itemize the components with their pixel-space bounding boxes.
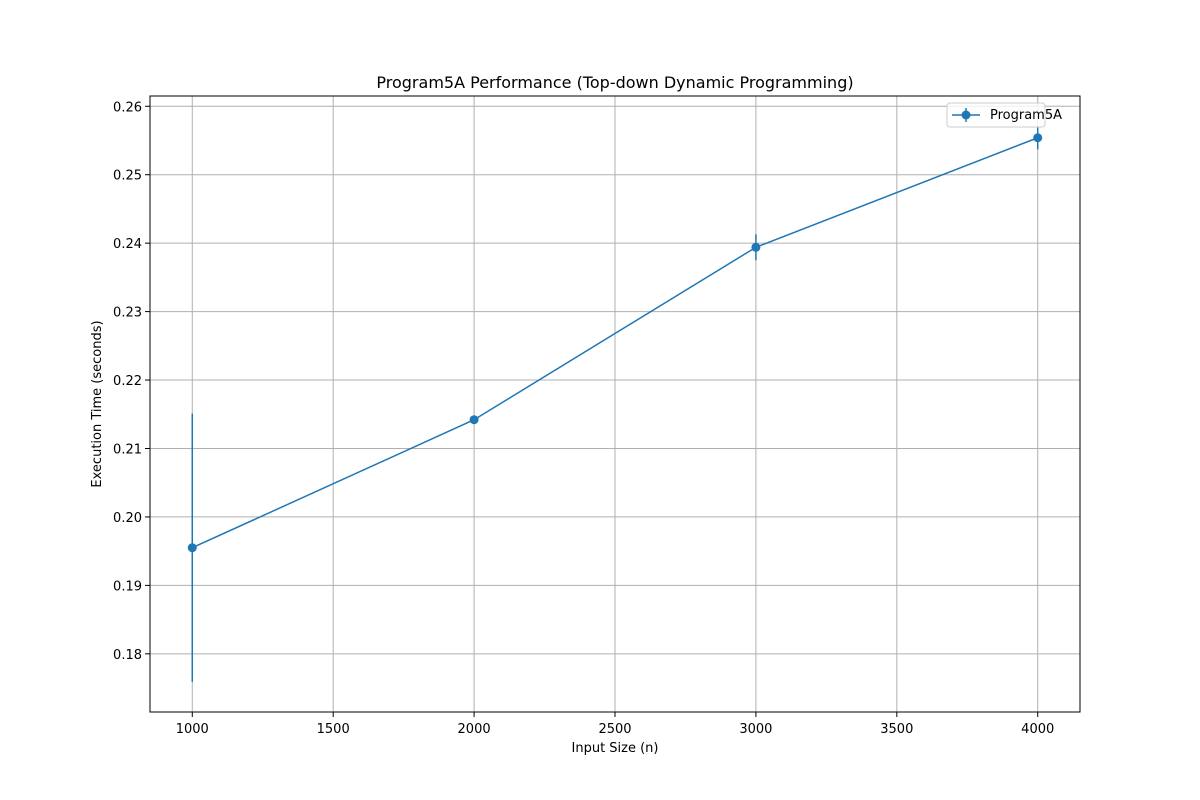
x-tick-label: 3500 bbox=[880, 722, 913, 737]
y-tick-label: 0.23 bbox=[113, 306, 142, 321]
y-tick-label: 0.25 bbox=[113, 169, 142, 184]
legend-label: Program5A bbox=[990, 108, 1062, 123]
tick-layer: 1000 1500 2000 2500 3000 3500 4000 0.18 0.19 0.20… bbox=[113, 100, 1054, 737]
y-tick-label: 0.18 bbox=[113, 648, 142, 663]
legend-box bbox=[946, 102, 1046, 128]
chart-title: Program5A Performance (Top-down Dynamic … bbox=[376, 73, 853, 92]
x-tick-label: 1000 bbox=[176, 722, 209, 737]
y-tick-label: 0.20 bbox=[113, 511, 142, 526]
x-tick-label: 2500 bbox=[598, 722, 631, 737]
legend: Program5A bbox=[946, 102, 1062, 128]
x-tick-label: 4000 bbox=[1021, 722, 1054, 737]
y-tick-label: 0.22 bbox=[113, 374, 142, 389]
series-line bbox=[191, 137, 1038, 549]
series-layer bbox=[187, 126, 1043, 682]
data-point bbox=[187, 543, 197, 553]
y-tick-label: 0.26 bbox=[113, 100, 142, 115]
x-tick-label: 3000 bbox=[739, 722, 772, 737]
x-tick-label: 2000 bbox=[458, 722, 491, 737]
data-point bbox=[469, 415, 479, 425]
y-tick-label: 0.19 bbox=[113, 579, 142, 594]
grid bbox=[150, 96, 1080, 712]
data-point bbox=[751, 242, 761, 252]
data-point bbox=[1033, 133, 1043, 143]
y-tick-label: 0.21 bbox=[113, 442, 142, 457]
x-tick-label: 1500 bbox=[317, 722, 350, 737]
y-axis-label: Execution Time (seconds) bbox=[90, 320, 105, 487]
x-axis-label: Input Size (n) bbox=[572, 741, 659, 756]
legend-marker-swatch bbox=[961, 110, 971, 120]
y-tick-label: 0.24 bbox=[113, 237, 142, 252]
